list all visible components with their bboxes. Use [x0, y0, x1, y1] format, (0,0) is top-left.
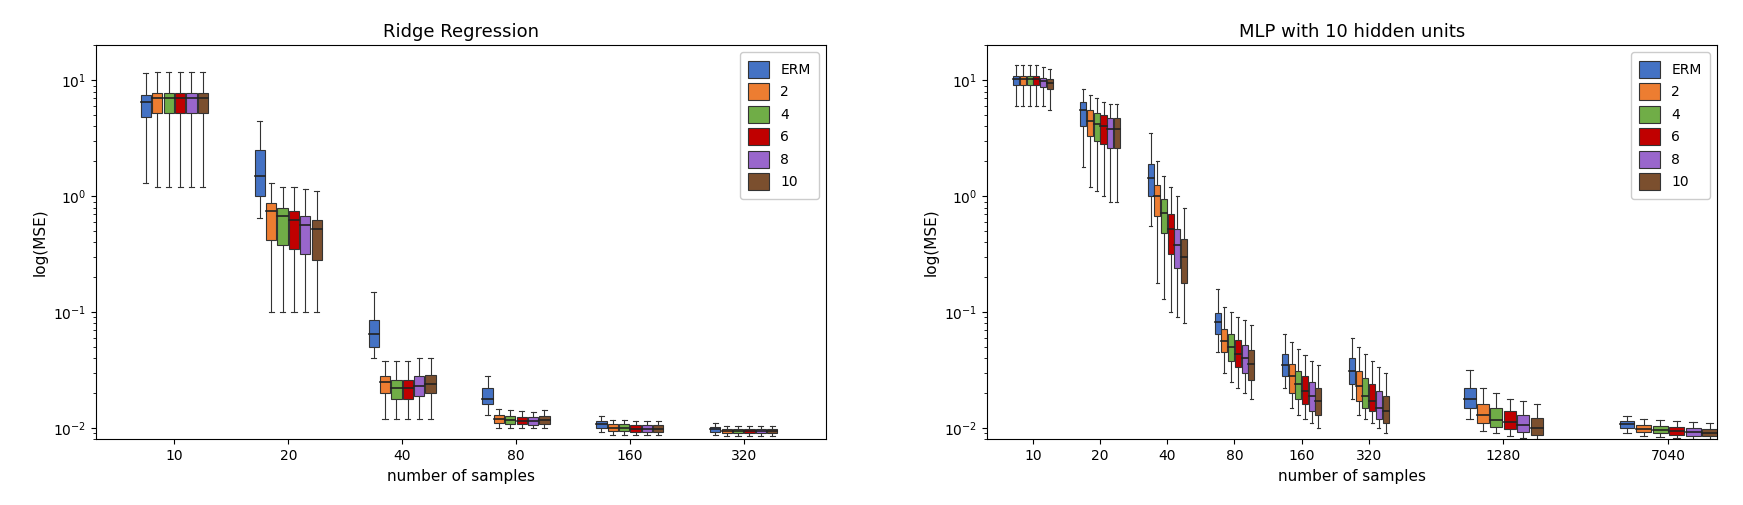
- Bar: [1229, 334, 1234, 361]
- Bar: [1222, 329, 1227, 352]
- Bar: [1175, 229, 1180, 268]
- Bar: [709, 427, 720, 432]
- Bar: [1619, 421, 1635, 428]
- Bar: [516, 417, 526, 424]
- Bar: [608, 424, 619, 431]
- Bar: [164, 93, 174, 113]
- Bar: [1281, 354, 1288, 376]
- Bar: [1048, 79, 1053, 88]
- Bar: [197, 93, 207, 113]
- Bar: [1100, 115, 1107, 144]
- Bar: [756, 429, 765, 433]
- Bar: [1516, 415, 1529, 432]
- Bar: [1670, 427, 1684, 434]
- Bar: [1161, 199, 1168, 233]
- Bar: [392, 380, 401, 398]
- Bar: [254, 150, 265, 196]
- Bar: [1476, 405, 1489, 423]
- Bar: [1081, 102, 1086, 126]
- Bar: [1248, 350, 1255, 380]
- Title: MLP with 10 hidden units: MLP with 10 hidden units: [1239, 23, 1464, 41]
- Bar: [1088, 111, 1093, 136]
- Bar: [505, 416, 516, 424]
- Bar: [1034, 76, 1039, 84]
- Bar: [1685, 428, 1701, 436]
- Bar: [403, 380, 413, 398]
- Bar: [1241, 345, 1248, 373]
- Bar: [1041, 78, 1046, 87]
- Bar: [1490, 409, 1502, 427]
- Bar: [1370, 384, 1375, 411]
- Bar: [1020, 76, 1027, 84]
- Title: Ridge Regression: Ridge Regression: [383, 23, 539, 41]
- Bar: [1504, 411, 1516, 429]
- Bar: [734, 429, 743, 433]
- X-axis label: number of samples: number of samples: [387, 469, 535, 484]
- Legend: ERM, 2, 4, 6, 8, 10: ERM, 2, 4, 6, 8, 10: [741, 53, 819, 198]
- Bar: [1182, 239, 1187, 283]
- Bar: [1114, 118, 1121, 148]
- Bar: [267, 203, 277, 240]
- Bar: [641, 425, 652, 432]
- Bar: [596, 421, 607, 428]
- Bar: [174, 93, 185, 113]
- Bar: [312, 220, 322, 261]
- Bar: [1234, 340, 1241, 367]
- Bar: [483, 388, 493, 405]
- Bar: [1356, 371, 1361, 401]
- Bar: [1147, 164, 1154, 196]
- Bar: [1215, 313, 1220, 334]
- Bar: [1652, 426, 1668, 433]
- Bar: [1013, 76, 1020, 84]
- Bar: [141, 95, 152, 117]
- Bar: [619, 424, 629, 431]
- Bar: [187, 93, 197, 113]
- Y-axis label: log(MSE): log(MSE): [33, 209, 47, 276]
- Bar: [539, 416, 549, 424]
- Bar: [1464, 388, 1476, 408]
- Bar: [722, 429, 732, 433]
- Bar: [152, 93, 162, 113]
- Bar: [1316, 388, 1321, 415]
- Bar: [1363, 378, 1368, 408]
- Bar: [1382, 396, 1389, 423]
- Bar: [744, 429, 755, 433]
- Bar: [493, 415, 504, 423]
- Bar: [1703, 429, 1717, 436]
- Legend: ERM, 2, 4, 6, 8, 10: ERM, 2, 4, 6, 8, 10: [1631, 53, 1710, 198]
- Bar: [1375, 391, 1382, 419]
- Bar: [1095, 113, 1100, 141]
- Bar: [1168, 214, 1173, 254]
- Bar: [1302, 376, 1307, 405]
- Bar: [415, 376, 424, 396]
- X-axis label: number of samples: number of samples: [1278, 469, 1426, 484]
- Bar: [767, 429, 777, 433]
- Bar: [1637, 425, 1651, 432]
- Bar: [380, 376, 390, 393]
- Y-axis label: log(MSE): log(MSE): [924, 209, 938, 276]
- Bar: [1027, 76, 1032, 84]
- Bar: [368, 320, 378, 347]
- Bar: [289, 212, 300, 249]
- Bar: [1309, 382, 1314, 411]
- Bar: [1295, 371, 1302, 398]
- Bar: [1154, 185, 1161, 216]
- Bar: [654, 425, 664, 432]
- Bar: [1288, 364, 1295, 393]
- Bar: [1349, 359, 1354, 384]
- Bar: [425, 375, 436, 393]
- Bar: [277, 208, 288, 245]
- Bar: [631, 425, 641, 432]
- Bar: [300, 216, 310, 254]
- Bar: [528, 417, 539, 425]
- Bar: [1107, 118, 1114, 148]
- Bar: [1530, 418, 1543, 434]
